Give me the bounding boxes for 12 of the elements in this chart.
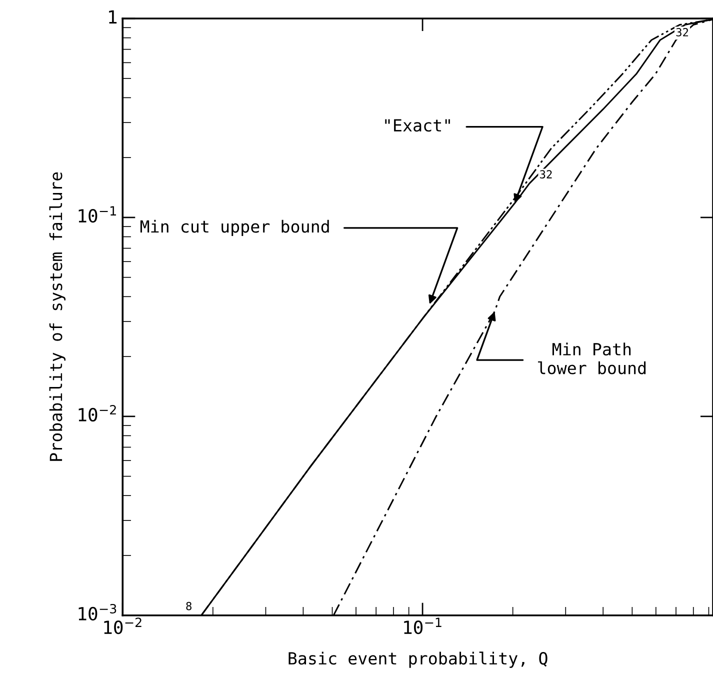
- annotation: 8: [186, 602, 192, 610]
- annotation: 32: [540, 170, 552, 179]
- x-axis-title: Basic event probability, Q: [288, 652, 548, 668]
- y-tick-label: 10$^{−2}$: [78, 405, 116, 422]
- annotation: Min cut upper bound: [140, 220, 329, 236]
- annotation: "Exact": [385, 119, 450, 132]
- y-tick-label: 10$^{−3}$: [78, 604, 116, 620]
- y-axis-title: Probability of system failure: [49, 172, 66, 461]
- y-tick-label: 10$^{−1}$: [78, 206, 116, 223]
- y-tick-label: 1: [109, 10, 117, 24]
- annotation: 32: [676, 28, 688, 36]
- annotation: Min Path lower bound: [538, 342, 646, 374]
